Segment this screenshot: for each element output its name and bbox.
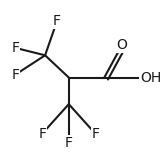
Text: F: F bbox=[53, 14, 61, 28]
Text: OH: OH bbox=[140, 70, 161, 85]
Text: F: F bbox=[65, 136, 73, 150]
Text: F: F bbox=[91, 127, 99, 141]
Text: F: F bbox=[38, 127, 46, 141]
Text: F: F bbox=[11, 41, 20, 55]
Text: O: O bbox=[117, 38, 127, 52]
Text: F: F bbox=[11, 68, 20, 82]
